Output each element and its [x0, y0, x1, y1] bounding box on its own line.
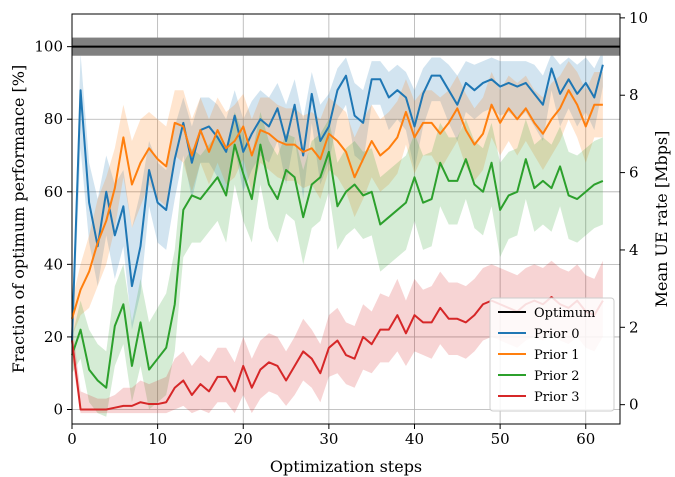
- legend-label-prior-0: Prior 0: [534, 327, 580, 342]
- y2-tick-label: 10: [629, 9, 648, 27]
- x-tick-label: 20: [234, 430, 253, 448]
- legend: Optimum Prior 0 Prior 1 Prior 2 Prior 3: [489, 297, 615, 412]
- y2-tick-label: 2: [629, 318, 639, 336]
- legend-box: [489, 297, 615, 412]
- band-prior-1: [72, 61, 603, 337]
- y-tick-label: 20: [44, 328, 63, 346]
- plot-frame: [71, 13, 621, 425]
- x-tick-label: 50: [491, 430, 510, 448]
- legend-label-prior-1: Prior 1: [534, 348, 580, 363]
- x-tick-label: 0: [67, 430, 77, 448]
- y-tick-label: 60: [44, 183, 63, 201]
- legend-label-prior-3: Prior 3: [534, 390, 580, 405]
- y2-tick-label: 4: [629, 241, 639, 259]
- y-tick-label: 100: [34, 38, 63, 56]
- series-line-prior-0: [71, 64, 604, 341]
- y-tick-label: 80: [44, 110, 63, 128]
- optimum-band: [72, 37, 620, 56]
- y-axis-label: Fraction of optimum performance [%]: [9, 65, 28, 373]
- x-tick-label: 30: [319, 430, 338, 448]
- y2-tick-label: 8: [629, 86, 639, 104]
- y2-tick-label: 6: [629, 164, 639, 182]
- series-line-prior-1: [71, 89, 603, 320]
- series-line-prior-2: [71, 143, 604, 389]
- axis-ticks: 0 10 20 30 40 50 60 0 20 40 60 80 100 0 2 4 6 8 10: [34, 9, 648, 448]
- band-prior-3: [72, 260, 603, 414]
- band-prior-2: [72, 111, 603, 417]
- legend-label-prior-2: Prior 2: [534, 369, 580, 384]
- y2-tick-label: 0: [629, 396, 639, 414]
- y-tick-label: 40: [44, 255, 63, 273]
- x-tick-label: 60: [576, 430, 595, 448]
- y2-axis-label: Mean UE rate [Mbps]: [652, 131, 671, 308]
- x-tick-label: 10: [148, 430, 167, 448]
- series-lines: [71, 64, 604, 411]
- y-tick-label: 0: [53, 400, 63, 418]
- legend-label-optimum: Optimum: [534, 306, 595, 321]
- x-axis-label: Optimization steps: [270, 457, 422, 476]
- x-tick-label: 40: [405, 430, 424, 448]
